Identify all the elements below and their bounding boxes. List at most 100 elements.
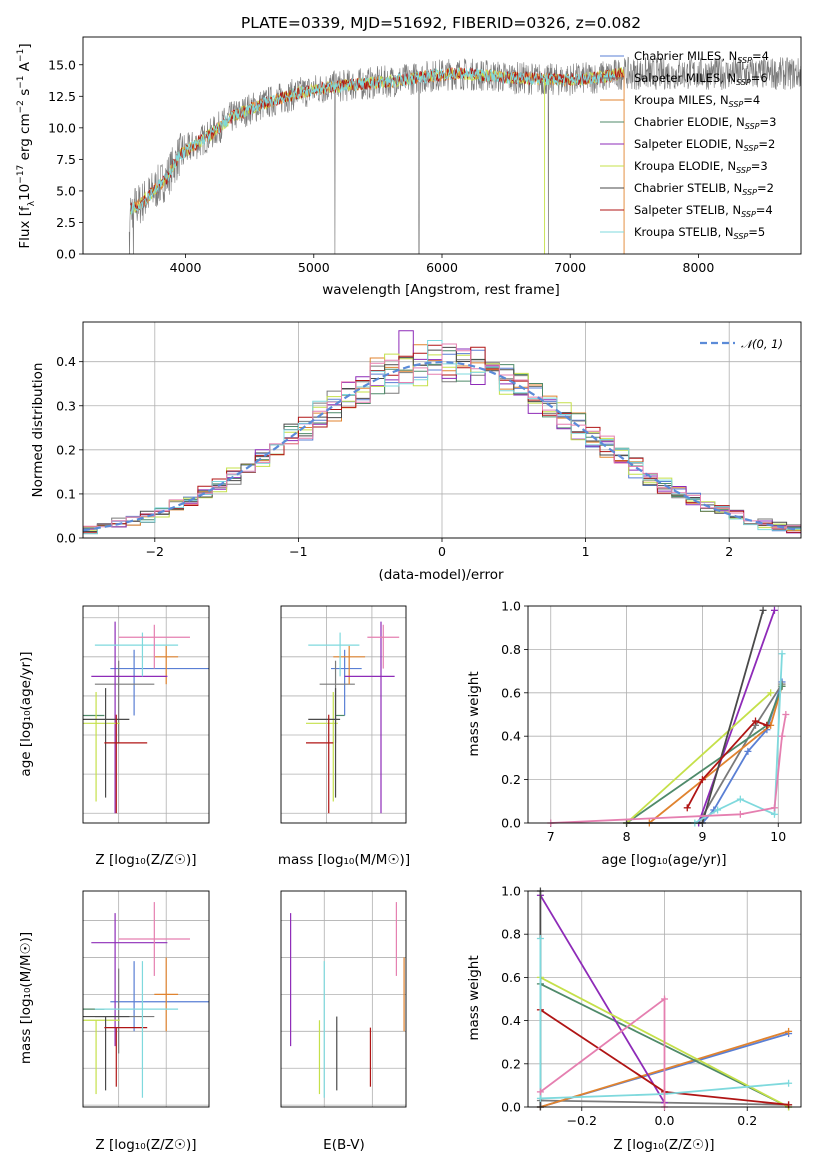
y-tick-label: 0.6 bbox=[501, 685, 521, 700]
spectrum-legend: Chabrier MILES, NSSP=4 Salpeter MILES, NS… bbox=[600, 49, 776, 241]
y-axis-label: Normed distribution bbox=[30, 363, 46, 498]
y-tick-label: 10.5 bbox=[246, 913, 274, 928]
axes-frame-age_vs_Z bbox=[82, 605, 210, 824]
axes-age_vs_Z: −0.2 0.0 9.6 9.7 9.8 9.9 10.0 10.1 bbox=[48, 606, 209, 844]
y-tick-label: 2.5 bbox=[56, 215, 76, 230]
y-tick-label: 10.1 bbox=[48, 610, 76, 625]
y-tick-label: 10.2 bbox=[48, 1024, 76, 1039]
spectrum-model-line bbox=[130, 67, 616, 215]
x-tick-label: 9 bbox=[698, 829, 706, 844]
y-tick-label: 10.0 bbox=[48, 649, 76, 664]
y-tick-label: 0.4 bbox=[501, 1013, 521, 1028]
normal-curve bbox=[82, 360, 799, 532]
y-tick-label: 0.4 bbox=[501, 729, 521, 744]
x-axis-label: Z [log₁₀(Z/Z☉)] bbox=[613, 1137, 714, 1153]
y-tick-label: 10.3 bbox=[48, 987, 76, 1002]
x-tick-label: 0.0 bbox=[655, 1113, 675, 1128]
y-tick-label: 0.0 bbox=[56, 531, 76, 546]
y-tick-label: 9.8 bbox=[56, 728, 76, 743]
x-tick-label: 2 bbox=[725, 544, 733, 559]
x-tick-label: 0.05 bbox=[310, 1113, 338, 1128]
axes-mass_vs_Z: −0.2 0.0 10.0 10.1 10.2 10.3 10.4 10.5 bbox=[48, 891, 209, 1128]
y-tick-label: 10.3 bbox=[246, 987, 274, 1002]
x-tick-label: 10.2 bbox=[313, 829, 341, 844]
y-tick-label: 9.7 bbox=[254, 767, 274, 782]
x-axis-label: Z [log₁₀(Z/Z☉)] bbox=[95, 852, 196, 868]
x-tick-label: 0.10 bbox=[358, 1113, 386, 1128]
y-tick-label: 9.6 bbox=[56, 806, 76, 821]
series-line bbox=[539, 938, 789, 1100]
y-tick-label: 9.9 bbox=[56, 688, 76, 703]
x-tick-label: 8000 bbox=[683, 260, 715, 275]
y-tick-label: 9.9 bbox=[254, 688, 274, 703]
y-tick-label: 7.5 bbox=[56, 152, 76, 167]
axes-frame-age_vs_mass bbox=[280, 605, 407, 824]
legend-entry: 𝒩(0, 1) bbox=[741, 337, 783, 351]
x-tick-label: −0.2 bbox=[567, 1113, 597, 1128]
legend-entry: Salpeter STELIB, NSSP=4 bbox=[634, 203, 773, 219]
y-tick-label: 15.0 bbox=[48, 57, 76, 72]
axes-age_vs_mass: 10.0 10.2 10.4 9.6 9.7 9.8 9.9 10.0 10.1 bbox=[246, 606, 406, 844]
series-line bbox=[697, 609, 776, 824]
legend-entry: Kroupa STELIB, NSSP=5 bbox=[634, 225, 765, 241]
x-tick-label: 5000 bbox=[298, 260, 330, 275]
legend-entry: Salpeter ELODIE, NSSP=2 bbox=[634, 137, 775, 153]
x-tick-label: 0.2 bbox=[737, 1113, 757, 1128]
x-axis-label: age [log₁₀(age/yr)] bbox=[601, 852, 726, 868]
y-tick-label: 1.0 bbox=[501, 599, 521, 614]
x-tick-label: 0.0 bbox=[156, 1113, 176, 1128]
x-tick-label: −0.2 bbox=[103, 1113, 133, 1128]
x-tick-label: 7 bbox=[547, 829, 555, 844]
axes-mass_weight_vs_age: 7 8 9 10 0.0 0.2 0.4 0.6 0.8 1.0 bbox=[501, 599, 801, 844]
y-tick-label: 10.0 bbox=[48, 120, 76, 135]
x-tick-label: 6000 bbox=[426, 260, 458, 275]
y-tick-label: 1.0 bbox=[501, 884, 521, 899]
y-tick-label: 0.0 bbox=[56, 247, 76, 262]
y-tick-label: 10.1 bbox=[246, 1061, 274, 1076]
y-axis-label: age [log₁₀(age/yr)] bbox=[18, 651, 34, 776]
x-tick-label: 10.0 bbox=[267, 829, 295, 844]
x-axis-label: E(B-V) bbox=[323, 1137, 365, 1153]
y-tick-label: 0.2 bbox=[501, 1056, 521, 1071]
legend-entry: Kroupa ELODIE, NSSP=3 bbox=[634, 159, 768, 175]
y-tick-label: 10.0 bbox=[246, 649, 274, 664]
y-tick-label: 0.3 bbox=[56, 398, 76, 413]
legend-entry: Chabrier ELODIE, NSSP=3 bbox=[634, 115, 776, 131]
y-tick-label: 10.0 bbox=[48, 1098, 76, 1113]
legend-entry: Kroupa MILES, NSSP=4 bbox=[634, 93, 760, 109]
y-tick-label: 9.6 bbox=[254, 806, 274, 821]
axes-frame-mass_weight_vs_Z bbox=[527, 890, 802, 1108]
x-tick-label: 7000 bbox=[554, 260, 586, 275]
axes-frame-mass_vs_Z bbox=[82, 890, 210, 1108]
x-tick-label: 8 bbox=[623, 829, 631, 844]
axes-mass_weight_vs_Z: −0.2 0.0 0.2 0.0 0.2 0.4 0.6 0.8 1.0 bbox=[501, 884, 801, 1128]
y-tick-label: 0.0 bbox=[501, 1100, 521, 1115]
x-axis-label: Z [log₁₀(Z/Z☉)] bbox=[95, 1137, 196, 1153]
y-tick-label: 0.0 bbox=[501, 816, 521, 831]
y-axis-label: Flux [fλ10−17 erg cm−2 s−1 A−1] bbox=[16, 43, 37, 248]
axes-mass_vs_ebv: 0.05 0.10 10.0 10.1 10.2 10.3 10.4 10.5 bbox=[246, 891, 406, 1128]
x-tick-label: 0.0 bbox=[156, 829, 176, 844]
axes-frame-spectrum bbox=[82, 36, 802, 255]
y-tick-label: 10.0 bbox=[246, 1098, 274, 1113]
x-tick-label: 10.4 bbox=[358, 829, 386, 844]
y-tick-label: 0.8 bbox=[501, 642, 521, 657]
y-axis-label: mass weight bbox=[466, 671, 482, 756]
axes-spectrum: 4000 5000 6000 7000 8000 0.0 2.5 5.0 7.5 10.0 12.5… bbox=[48, 56, 801, 275]
y-axis-label: mass weight bbox=[466, 955, 482, 1040]
series-line bbox=[625, 692, 772, 824]
y-tick-label: 0.2 bbox=[56, 442, 76, 457]
x-tick-label: 4000 bbox=[170, 260, 202, 275]
x-tick-label: −2 bbox=[146, 544, 164, 559]
y-tick-label: 0.2 bbox=[501, 772, 521, 787]
y-axis-label: mass [log₁₀(M/M☉)] bbox=[18, 932, 34, 1064]
y-tick-label: 0.8 bbox=[501, 927, 521, 942]
x-axis-label: wavelength [Angstrom, rest frame] bbox=[322, 282, 560, 298]
x-tick-label: 1 bbox=[582, 544, 590, 559]
chart-title: PLATE=0339, MJD=51692, FIBERID=0326, z=0… bbox=[241, 14, 641, 32]
x-axis-label: mass [log₁₀(M/M☉)] bbox=[278, 852, 410, 868]
x-tick-label: −0.2 bbox=[103, 829, 133, 844]
axes-frame-residuals bbox=[82, 321, 802, 539]
y-tick-label: 5.0 bbox=[56, 183, 76, 198]
